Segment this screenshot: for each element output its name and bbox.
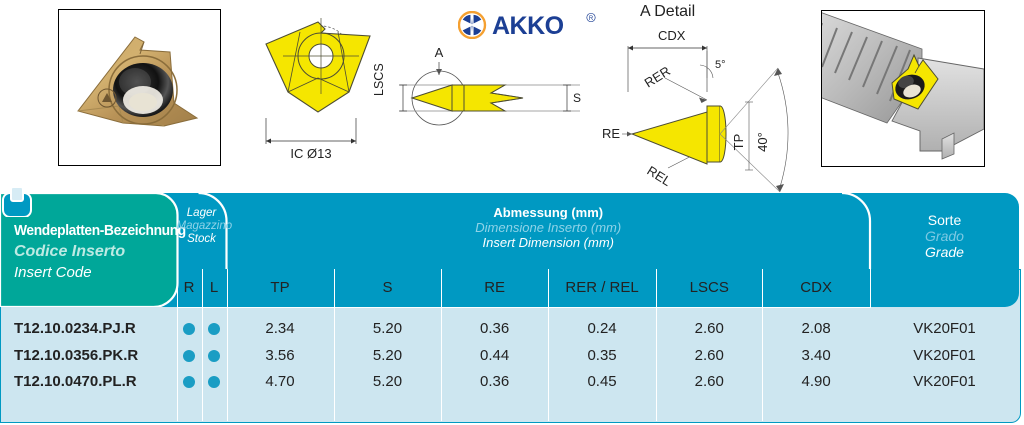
svg-text:RE: RE	[602, 126, 620, 141]
svg-text:5°: 5°	[715, 59, 726, 71]
svg-text:AKKO: AKKO	[492, 12, 564, 39]
svg-text:RER: RER	[642, 63, 673, 90]
svg-text:40°: 40°	[755, 132, 770, 152]
svg-text:S: S	[573, 91, 581, 105]
svg-text:IC Ø13: IC Ø13	[290, 146, 331, 161]
svg-text:TP: TP	[731, 134, 746, 151]
svg-text:REL: REL	[644, 163, 673, 189]
svg-text:A: A	[435, 45, 444, 60]
svg-text:R: R	[589, 16, 594, 22]
svg-text:CDX: CDX	[658, 28, 686, 43]
